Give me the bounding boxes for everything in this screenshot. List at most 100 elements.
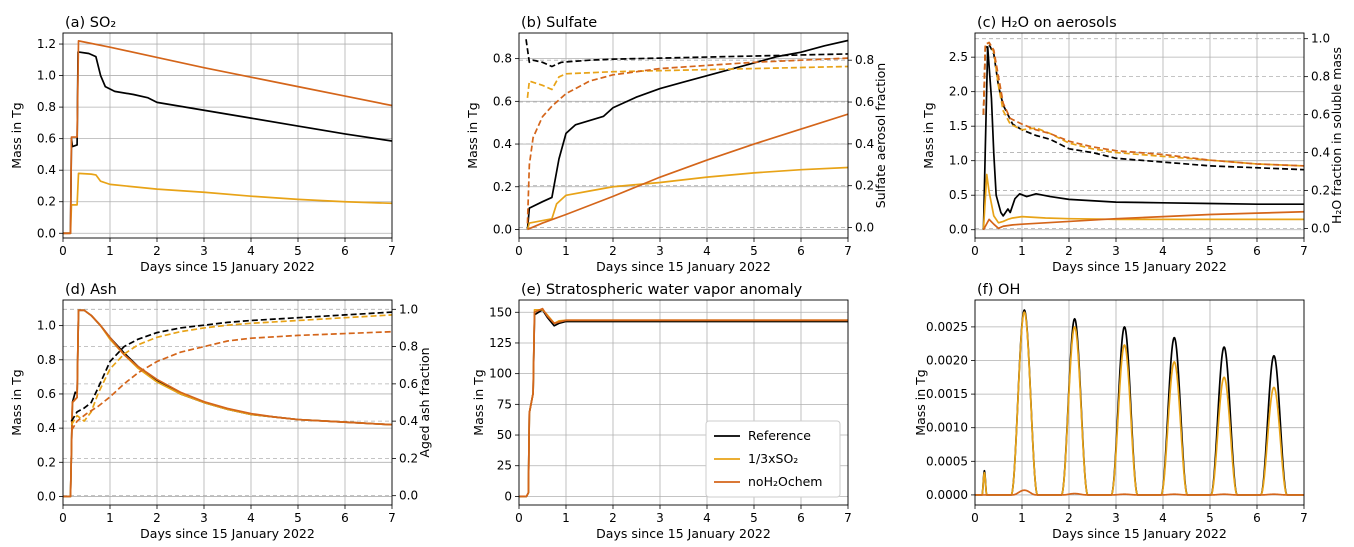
x-axis-label: Days since 15 January 2022 [140, 259, 315, 274]
x-tick-label: 1 [1018, 511, 1026, 525]
series-line-reference-dashed [70, 311, 392, 422]
series-line-noh-ochem [982, 210, 1304, 231]
x-tick-label: 2 [609, 244, 617, 258]
series-line-reference [63, 51, 392, 235]
legend-label: Reference [748, 428, 811, 443]
panel-5: 0 1 2 3 4 5 6 7 0.0000 0.0005 0.0010 0.0015 0.0020 0.… [913, 282, 1308, 541]
y-tick-label: 0.0 [493, 222, 512, 236]
x-tick-label: 2 [609, 511, 617, 525]
y-tick-label: 0.8 [37, 100, 56, 114]
x-tick-label: 5 [750, 511, 758, 525]
y-tick-label: 2.5 [949, 50, 968, 64]
x-tick-label: 2 [1065, 244, 1073, 258]
panel-title: (c) H₂O on aerosols [977, 15, 1117, 31]
x-tick-label: 6 [1253, 511, 1261, 525]
series-line-reference [982, 45, 1304, 230]
x-axis-label: Days since 15 January 2022 [1052, 526, 1227, 541]
x-tick-label: 5 [1206, 244, 1214, 258]
x-tick-label: 7 [844, 244, 852, 258]
y-tick-label: 0.4 [37, 163, 56, 177]
series-line-reference [526, 39, 848, 230]
y-tick-label: 0.0025 [926, 320, 968, 334]
series-line-reference-dashed [982, 43, 1304, 171]
legend-label: 1/3xSO₂ [748, 451, 798, 466]
y-tick-label: 50 [497, 428, 512, 442]
x-tick-label: 7 [388, 511, 396, 525]
series-group [63, 40, 392, 235]
y-tick-label: 0.4 [37, 421, 56, 435]
x-tick-label: 1 [562, 244, 570, 258]
y-right-tick-label: 0.0 [1311, 222, 1330, 236]
y-tick-label: 0.2 [37, 195, 56, 209]
series-line-noh-ochem [519, 307, 848, 498]
legend-label: noH₂Ochem [748, 474, 822, 489]
x-tick-label: 7 [388, 244, 396, 258]
y-tick-label: 150 [489, 305, 512, 319]
y-right-tick-label: 0.8 [399, 340, 418, 354]
panel-title: (b) Sulfate [521, 15, 597, 31]
x-tick-label: 1 [106, 244, 114, 258]
y-tick-label: 0.0005 [926, 454, 968, 468]
y-tick-label: 0.2 [493, 180, 512, 194]
series-line-1-3xso- [63, 172, 392, 235]
legend-box [705, 420, 841, 498]
series-line-noh-ochem [975, 489, 1304, 496]
y-right-tick-label: 0.8 [1311, 70, 1330, 84]
y-right-tick-label: 0.2 [1311, 184, 1330, 198]
series-group [975, 309, 1304, 496]
y-tick-label: 0.2 [37, 455, 56, 469]
y-tick-label: 0.6 [493, 94, 512, 108]
x-tick-label: 2 [153, 244, 161, 258]
x-tick-label: 4 [1159, 511, 1167, 525]
x-tick-label: 7 [1300, 244, 1308, 258]
series-line-1-3xso--dashed [982, 41, 1304, 167]
series-line-1-3xso- [63, 309, 392, 498]
x-tick-label: 7 [844, 511, 852, 525]
x-axis-label: Days since 15 January 2022 [596, 526, 771, 541]
x-tick-label: 4 [703, 511, 711, 525]
x-tick-label: 0 [59, 511, 67, 525]
x-tick-label: 0 [59, 244, 67, 258]
x-tick-label: 5 [294, 511, 302, 525]
x-tick-label: 6 [797, 244, 805, 258]
panel-title: (e) Stratospheric water vapor anomaly [521, 282, 803, 298]
series-group [63, 309, 392, 498]
y-tick-label: 0.4 [493, 137, 512, 151]
y-tick-label: 0.6 [37, 387, 56, 401]
x-tick-label: 3 [656, 244, 664, 258]
y-tick-label: 0.0000 [926, 488, 968, 502]
panel-title: (a) SO₂ [65, 15, 116, 31]
x-tick-label: 1 [106, 511, 114, 525]
y-axis-label: Mass in Tg [913, 369, 928, 435]
x-axis-label: Days since 15 January 2022 [1052, 259, 1227, 274]
series-line-noh-ochem-dashed [526, 57, 848, 224]
y-right-axis-label: Sulfate aerosol fraction [873, 63, 888, 208]
y-axis-label: Mass in Tg [471, 369, 486, 435]
x-tick-label: 2 [153, 511, 161, 525]
series-line-noh-ochem-dashed [70, 330, 392, 431]
x-tick-label: 1 [562, 511, 570, 525]
series-line-1-3xso- [982, 173, 1304, 230]
x-tick-label: 0 [515, 511, 523, 525]
y-tick-label: 1.0 [949, 154, 968, 168]
x-tick-label: 0 [515, 244, 523, 258]
y-right-tick-label: 1.0 [1311, 32, 1330, 46]
y-tick-label: 0.0 [949, 223, 968, 237]
y-right-axis-label: Aged ash fraction [417, 347, 432, 457]
series-line-noh-ochem [63, 40, 392, 235]
y-right-tick-label: 0.2 [855, 179, 874, 193]
series-group [982, 41, 1304, 231]
y-right-tick-label: 1.0 [399, 302, 418, 316]
y-right-tick-label: 0.0 [855, 221, 874, 235]
legend: Reference 1/3xSO₂ noH₂Ochem [705, 420, 841, 498]
y-tick-label: 0.0020 [926, 353, 968, 367]
panel-4: 0 1 2 3 4 5 6 7 0 25 50 75 100 125 150 (e) Stratospheri… [471, 282, 852, 541]
y-tick-label: 1.0 [37, 69, 56, 83]
x-tick-label: 5 [294, 244, 302, 258]
y-tick-label: 2.0 [949, 85, 968, 99]
y-right-tick-label: 0.4 [1311, 146, 1330, 160]
y-right-tick-label: 0.6 [855, 95, 874, 109]
y-right-tick-label: 0.4 [855, 137, 874, 151]
y-right-tick-label: 0.2 [399, 451, 418, 465]
